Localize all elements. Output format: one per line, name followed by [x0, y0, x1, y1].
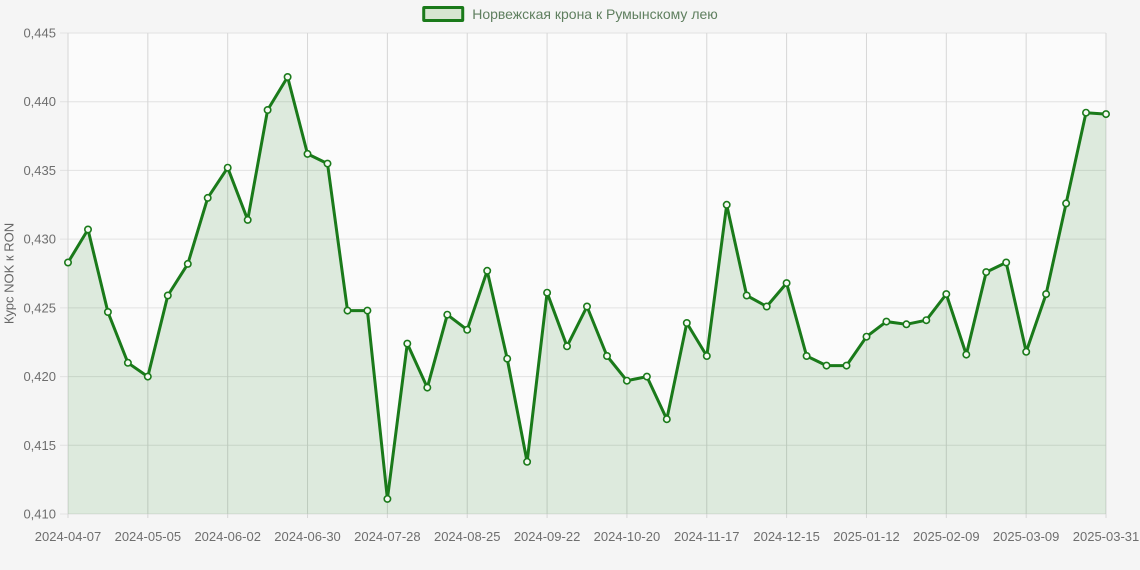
y-axis-title: Курс NOK к RON	[1, 222, 17, 325]
data-point-marker[interactable]	[942, 290, 951, 299]
data-point-marker[interactable]	[243, 215, 252, 224]
data-point-marker[interactable]	[463, 325, 472, 334]
data-point-marker[interactable]	[1082, 108, 1091, 117]
area-fill	[68, 77, 1106, 514]
data-point-marker[interactable]	[682, 318, 691, 327]
y-tick-label: 0,425	[23, 300, 56, 315]
x-tick-label: 2024-11-17	[674, 529, 740, 544]
data-point-marker[interactable]	[1102, 110, 1111, 119]
data-point-marker[interactable]	[84, 225, 93, 234]
data-point-marker[interactable]	[343, 306, 352, 315]
x-tick-label: 2024-09-22	[514, 529, 581, 544]
data-point-marker[interactable]	[483, 266, 492, 275]
data-point-marker[interactable]	[443, 310, 452, 319]
data-point-marker[interactable]	[822, 361, 831, 370]
x-tick-label: 2024-10-20	[594, 529, 661, 544]
data-point-marker[interactable]	[403, 339, 412, 348]
x-tick-label: 2024-08-25	[434, 529, 501, 544]
y-tick-label: 0,415	[23, 438, 56, 453]
y-tick-label: 0,430	[23, 232, 56, 247]
x-tick-label: 2025-01-12	[833, 529, 900, 544]
x-tick-label: 2024-12-15	[753, 529, 820, 544]
x-tick-label: 2024-04-07	[35, 529, 102, 544]
data-point-marker[interactable]	[223, 163, 232, 172]
data-point-marker[interactable]	[582, 302, 591, 311]
x-tick-label: 2025-03-31	[1073, 529, 1140, 544]
data-point-marker[interactable]	[882, 317, 891, 326]
data-point-marker[interactable]	[862, 332, 871, 341]
y-tick-label: 0,435	[23, 163, 56, 178]
y-tick-label: 0,445	[23, 26, 56, 41]
data-point-marker[interactable]	[523, 457, 532, 466]
data-point-marker[interactable]	[722, 200, 731, 209]
y-tick-label: 0,420	[23, 369, 56, 384]
data-point-marker[interactable]	[742, 291, 751, 300]
data-point-marker[interactable]	[103, 307, 112, 316]
x-tick-label: 2024-07-28	[354, 529, 421, 544]
data-point-marker[interactable]	[363, 306, 372, 315]
legend[interactable]: Норвежская крона к Румынскому лею	[422, 4, 718, 24]
y-tick-label: 0,440	[23, 94, 56, 109]
data-point-marker[interactable]	[962, 350, 971, 359]
data-point-marker[interactable]	[842, 361, 851, 370]
data-point-marker[interactable]	[1022, 347, 1031, 356]
plot-background	[68, 33, 1106, 514]
data-point-marker[interactable]	[503, 354, 512, 363]
y-tick-label: 0,410	[23, 507, 56, 522]
data-point-marker[interactable]	[1042, 290, 1051, 299]
data-point-marker[interactable]	[622, 376, 631, 385]
data-point-marker[interactable]	[922, 316, 931, 325]
data-point-marker[interactable]	[762, 302, 771, 311]
data-point-marker[interactable]	[263, 106, 272, 115]
data-point-marker[interactable]	[902, 320, 911, 329]
x-tick-label: 2024-06-30	[274, 529, 341, 544]
data-point-marker[interactable]	[1002, 258, 1011, 267]
legend-label: Норвежская крона к Румынскому лею	[472, 6, 718, 22]
data-point-marker[interactable]	[323, 159, 332, 168]
data-point-marker[interactable]	[64, 258, 73, 267]
data-point-marker[interactable]	[1062, 199, 1071, 208]
x-tick-label: 2025-02-09	[913, 529, 980, 544]
data-point-marker[interactable]	[203, 193, 212, 202]
data-point-marker[interactable]	[383, 494, 392, 503]
x-tick-label: 2024-05-05	[115, 529, 182, 544]
data-point-marker[interactable]	[562, 342, 571, 351]
data-point-marker[interactable]	[642, 372, 651, 381]
data-point-marker[interactable]	[662, 415, 671, 424]
data-point-marker[interactable]	[982, 268, 991, 277]
data-point-marker[interactable]	[423, 383, 432, 392]
data-point-marker[interactable]	[602, 351, 611, 360]
data-point-marker[interactable]	[183, 259, 192, 268]
data-point-marker[interactable]	[163, 291, 172, 300]
legend-marker	[422, 6, 465, 22]
data-point-marker[interactable]	[283, 73, 292, 82]
data-point-marker[interactable]	[543, 288, 552, 297]
x-tick-label: 2024-06-02	[194, 529, 261, 544]
data-point-marker[interactable]	[702, 351, 711, 360]
data-point-marker[interactable]	[802, 351, 811, 360]
x-tick-label: 2025-03-09	[993, 529, 1060, 544]
data-point-marker[interactable]	[123, 358, 132, 367]
data-point-marker[interactable]	[303, 149, 312, 158]
data-point-marker[interactable]	[143, 372, 152, 381]
data-point-marker[interactable]	[782, 279, 791, 288]
